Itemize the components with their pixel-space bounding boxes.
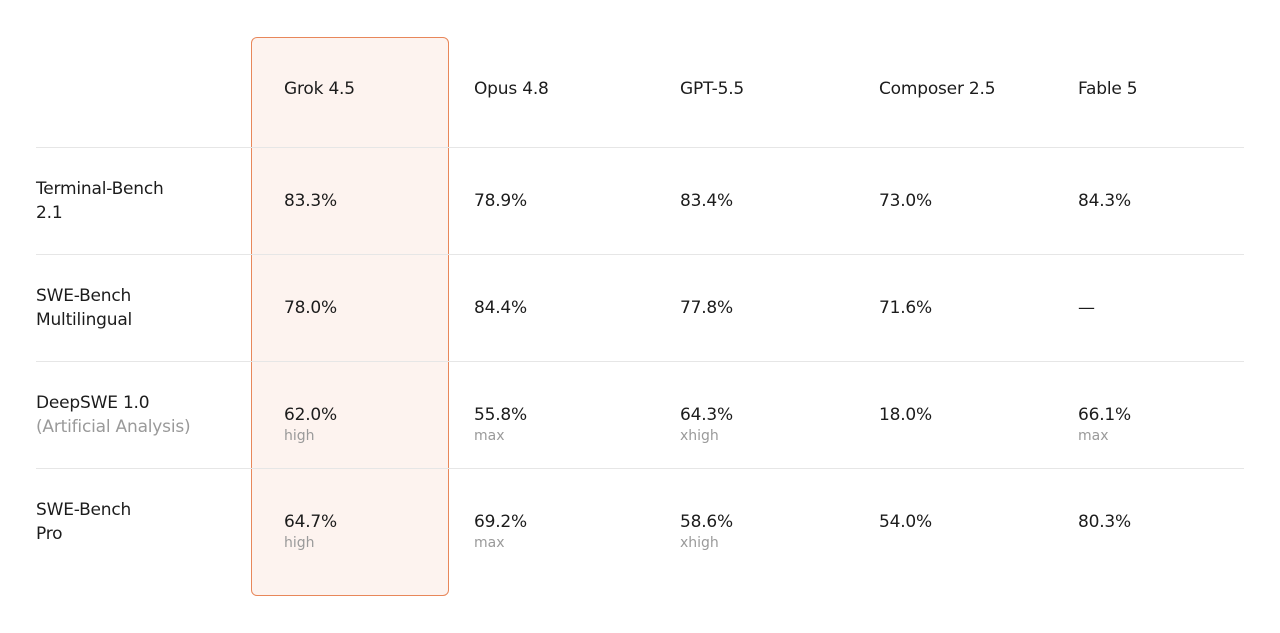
cell-value: 84.3% <box>1078 191 1132 211</box>
row-divider <box>36 361 1244 362</box>
column-header: Composer 2.5 <box>879 79 996 99</box>
cell-value: 55.8% <box>474 405 528 425</box>
row-label: DeepSWE 1.0 <box>36 393 150 413</box>
row-label: SWE-Bench <box>36 500 132 520</box>
cell-value: 66.1% <box>1078 405 1132 425</box>
cell-note: high <box>284 428 315 444</box>
row-label: Pro <box>36 524 63 544</box>
cell-value: 58.6% <box>680 512 734 532</box>
column-header: GPT-5.5 <box>680 79 745 99</box>
cell-note: max <box>1078 428 1109 444</box>
cell-value: 78.0% <box>284 298 338 318</box>
column-header: Fable 5 <box>1078 79 1138 99</box>
cell-value: 73.0% <box>879 191 933 211</box>
row-divider <box>36 147 1244 148</box>
cell-value: 84.4% <box>474 298 528 318</box>
cell-value: 83.4% <box>680 191 734 211</box>
cell-value: 18.0% <box>879 405 933 425</box>
cell-value: 77.8% <box>680 298 734 318</box>
cell-value: — <box>1078 298 1095 318</box>
cell-value: 69.2% <box>474 512 528 532</box>
cell-value: 80.3% <box>1078 512 1132 532</box>
cell-value: 64.7% <box>284 512 338 532</box>
row-divider <box>36 468 1244 469</box>
cell-value: 83.3% <box>284 191 338 211</box>
cell-value: 78.9% <box>474 191 528 211</box>
row-divider <box>36 254 1244 255</box>
cell-note: xhigh <box>680 535 719 551</box>
row-label: 2.1 <box>36 203 63 223</box>
row-label: SWE-Bench <box>36 286 132 306</box>
column-header: Grok 4.5 <box>284 79 355 99</box>
cell-note: max <box>474 428 505 444</box>
cell-note: xhigh <box>680 428 719 444</box>
cell-note: high <box>284 535 315 551</box>
row-sublabel: (Artificial Analysis) <box>36 417 191 437</box>
cell-note: max <box>474 535 505 551</box>
row-label: Terminal-Bench <box>36 179 164 199</box>
highlight-column <box>251 37 449 596</box>
cell-value: 62.0% <box>284 405 338 425</box>
cell-value: 71.6% <box>879 298 933 318</box>
cell-value: 64.3% <box>680 405 734 425</box>
column-header: Opus 4.8 <box>474 79 549 99</box>
row-label: Multilingual <box>36 310 133 330</box>
cell-value: 54.0% <box>879 512 933 532</box>
